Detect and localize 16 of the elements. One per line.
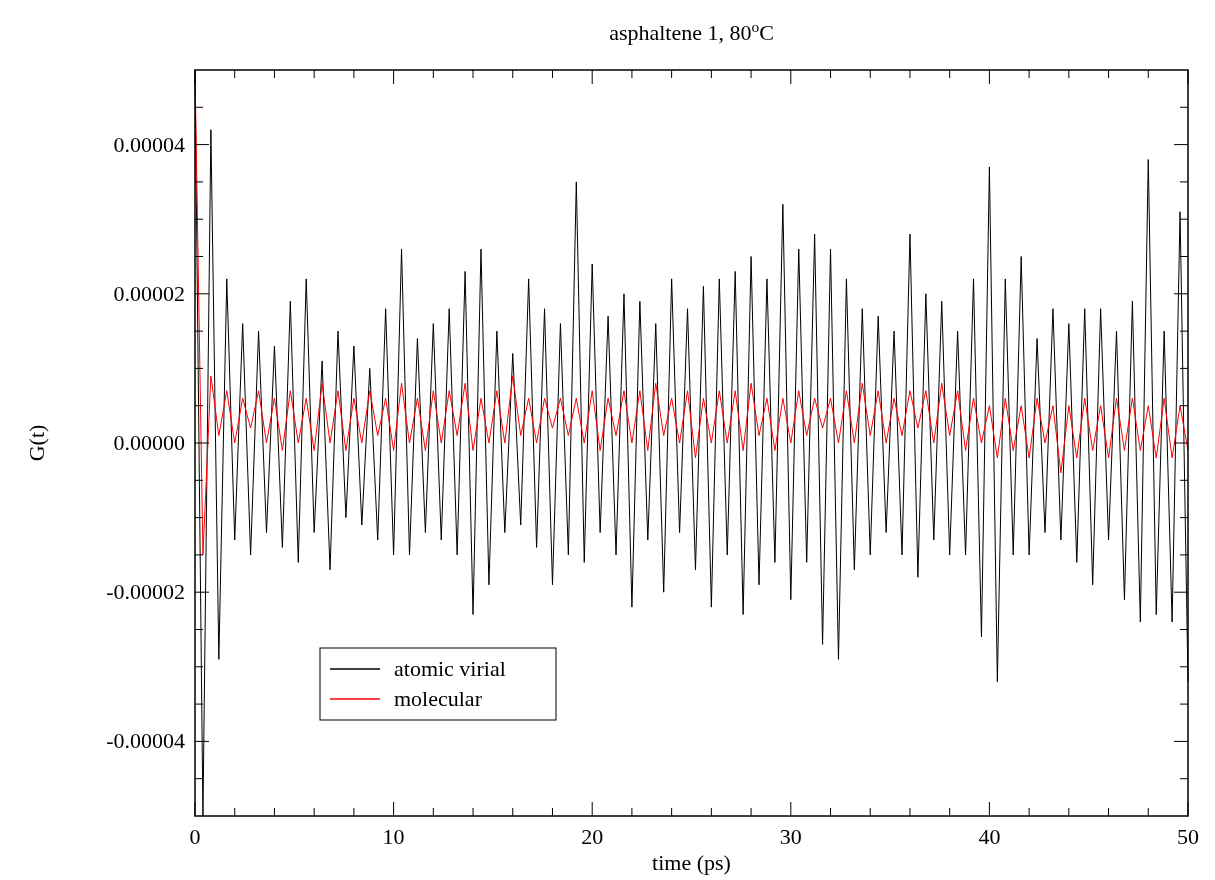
x-tick-label: 20 (581, 824, 604, 849)
chart-title: asphaltene 1, 80$^{o}$C (609, 17, 774, 45)
y-tick-label: 0.00002 (113, 280, 185, 306)
x-tick-label: 0 (189, 824, 201, 849)
x-tick-label: 10 (382, 824, 405, 849)
x-axis-title: time (ps) (652, 850, 731, 875)
x-tick-label: 30 (779, 824, 802, 849)
y-tick-label: -0.00002 (106, 579, 185, 605)
y-tick-label: -0.00004 (106, 728, 185, 754)
legend-label: atomic virial (394, 656, 506, 681)
legend-label: molecular (394, 686, 483, 711)
x-tick-label: 50 (1177, 824, 1199, 849)
y-axis-title: G(t) (24, 424, 49, 462)
y-tick-label: 0.00000 (113, 430, 185, 455)
y-tick-label: 0.00004 (113, 131, 185, 157)
x-tick-label: 40 (978, 824, 1001, 849)
